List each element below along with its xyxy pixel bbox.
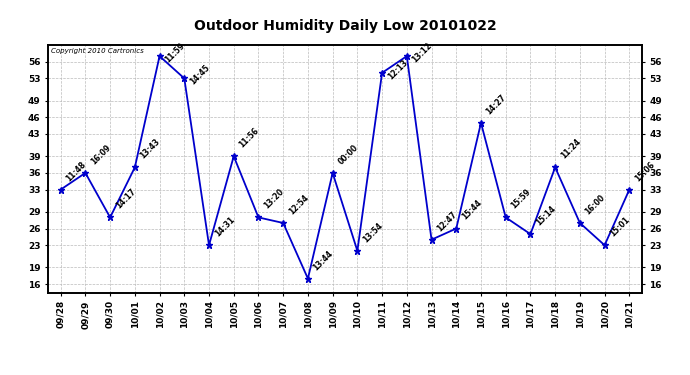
Text: 16:00: 16:00 — [584, 193, 607, 216]
Text: Copyright 2010 Cartronics: Copyright 2010 Cartronics — [51, 48, 144, 54]
Text: 15:01: 15:01 — [609, 215, 631, 238]
Text: 14:45: 14:45 — [188, 63, 211, 87]
Text: 16:09: 16:09 — [89, 143, 112, 166]
Text: 13:43: 13:43 — [139, 137, 162, 160]
Text: 11:56: 11:56 — [237, 126, 261, 150]
Text: 15:06: 15:06 — [633, 160, 656, 183]
Text: 00:00: 00:00 — [336, 143, 359, 166]
Text: 14:31: 14:31 — [213, 215, 236, 238]
Text: 15:14: 15:14 — [534, 204, 558, 227]
Text: 12:13: 12:13 — [386, 58, 409, 81]
Text: 15:59: 15:59 — [509, 188, 533, 211]
Text: Outdoor Humidity Daily Low 20101022: Outdoor Humidity Daily Low 20101022 — [194, 19, 496, 33]
Text: 13:54: 13:54 — [361, 221, 384, 244]
Text: 13:20: 13:20 — [262, 188, 286, 211]
Text: 12:54: 12:54 — [287, 193, 310, 216]
Text: 13:12: 13:12 — [411, 41, 434, 64]
Text: 11:59: 11:59 — [164, 41, 186, 64]
Text: 15:44: 15:44 — [460, 198, 483, 222]
Text: 14:27: 14:27 — [484, 93, 509, 116]
Text: 13:44: 13:44 — [312, 249, 335, 272]
Text: 11:24: 11:24 — [559, 137, 582, 160]
Text: 11:48: 11:48 — [64, 159, 88, 183]
Text: 14:17: 14:17 — [114, 187, 137, 211]
Text: 12:47: 12:47 — [435, 210, 459, 233]
